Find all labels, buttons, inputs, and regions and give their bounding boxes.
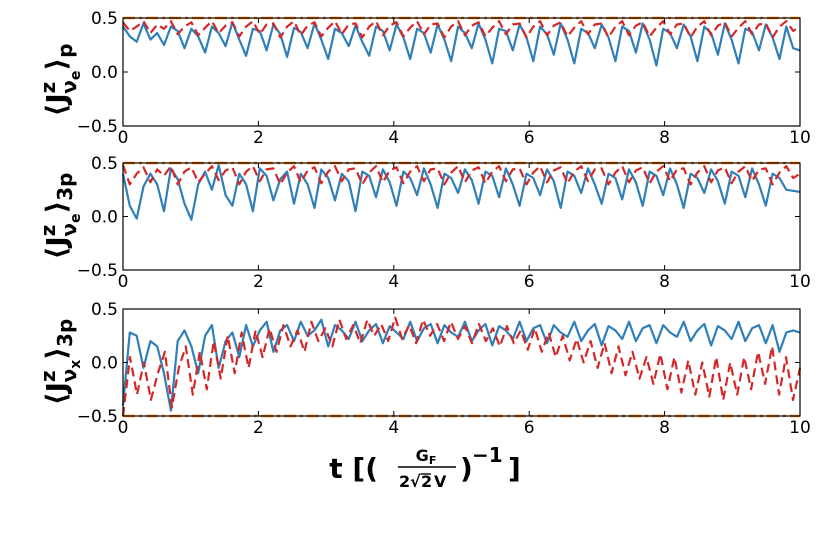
xlabel: t [( GF 2 √ 2 V ) −1 ] — [329, 443, 521, 491]
xlabel-frac-num: GF — [416, 446, 437, 467]
xtick-label: 2 — [253, 418, 264, 438]
series-dashed-line-1 — [122, 20, 801, 39]
series-solid-line-2 — [121, 164, 801, 221]
ytick-label: 0.0 — [91, 63, 118, 83]
xtick-label: 8 — [659, 128, 670, 148]
xlabel-close: ] — [508, 452, 521, 485]
xlabel-frac-den-b: V — [434, 472, 447, 491]
series-solid-line-3 — [121, 318, 801, 412]
ylabel-panel-2: ⟨Jzνe⟩3p — [36, 172, 84, 259]
xlabel-exponent: −1 — [472, 443, 503, 467]
svg-text:⟨Jzνe⟩3p: ⟨Jzνe⟩3p — [36, 172, 84, 259]
panels-group: 0 2 4 6 8 100.50.0−0.50 2 4 6 8 100.50.0−0.50 2 4 6 8 1… — [77, 9, 811, 438]
svg-text:⟨Jzνe⟩p: ⟨Jzνe⟩p — [36, 43, 84, 116]
xlabel-prefix: t [( — [329, 452, 378, 485]
xtick-label: 4 — [388, 272, 399, 292]
xtick-label: 8 — [659, 272, 670, 292]
svg-text:⟨Jzνx⟩3p: ⟨Jzνx⟩3p — [36, 319, 84, 406]
xtick-label: 4 — [388, 418, 399, 438]
xtick-label: 0 — [118, 128, 129, 148]
panel-1: 0 2 4 6 8 10 0.5 0.0 −0.5 — [77, 9, 811, 148]
ytick-label: −0.5 — [77, 407, 118, 427]
xtick-label: 6 — [524, 128, 535, 148]
xtick-label: 2 — [253, 128, 264, 148]
axes-frame-3 — [122, 308, 801, 417]
ytick-label: −0.5 — [77, 117, 118, 137]
ytick-label: 0.5 — [91, 154, 118, 174]
ytick-label: 0.5 — [91, 9, 118, 29]
xtick-label: 4 — [388, 128, 399, 148]
xtick-label: 10 — [789, 272, 811, 292]
panel-2: 0 2 4 6 8 10 0.5 0.0 −0.5 — [77, 154, 811, 292]
ylabel-panel-3: ⟨Jzνx⟩3p — [36, 319, 84, 406]
xtick-label: 8 — [659, 418, 670, 438]
sqrt-icon: √ — [410, 472, 421, 491]
series-dashed-line-2 — [121, 164, 801, 186]
panel-3: 0 2 4 6 8 10 0.5 0.0 −0.5 — [77, 300, 811, 438]
xtick-label: 10 — [789, 418, 811, 438]
xlabel-frac-den-root: 2 — [421, 472, 432, 491]
ylabel-panel-1: ⟨Jzνe⟩p — [36, 43, 84, 116]
xtick-label: 2 — [253, 272, 264, 292]
xlabel-frac-den-a: 2 — [399, 472, 410, 491]
xlabel-suffix: ) — [460, 452, 473, 485]
xtick-label: 6 — [524, 272, 535, 292]
ytick-label: 0.5 — [91, 300, 118, 320]
ytick-label: 0.0 — [91, 354, 118, 374]
ytick-label: −0.5 — [77, 261, 118, 281]
axes-frame-1 — [122, 17, 801, 127]
xtick-label: 6 — [524, 418, 535, 438]
xtick-label: 10 — [789, 128, 811, 148]
ytick-label: 0.0 — [91, 208, 118, 228]
series-dashed-line-3 — [121, 316, 802, 417]
xtick-label: 0 — [118, 272, 129, 292]
xtick-label: 0 — [118, 418, 129, 438]
